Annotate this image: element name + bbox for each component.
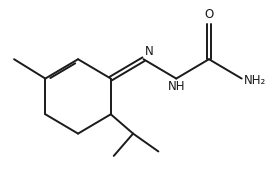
- Text: N: N: [145, 45, 153, 58]
- Text: NH: NH: [167, 80, 185, 93]
- Text: NH₂: NH₂: [244, 74, 266, 87]
- Text: O: O: [204, 8, 214, 21]
